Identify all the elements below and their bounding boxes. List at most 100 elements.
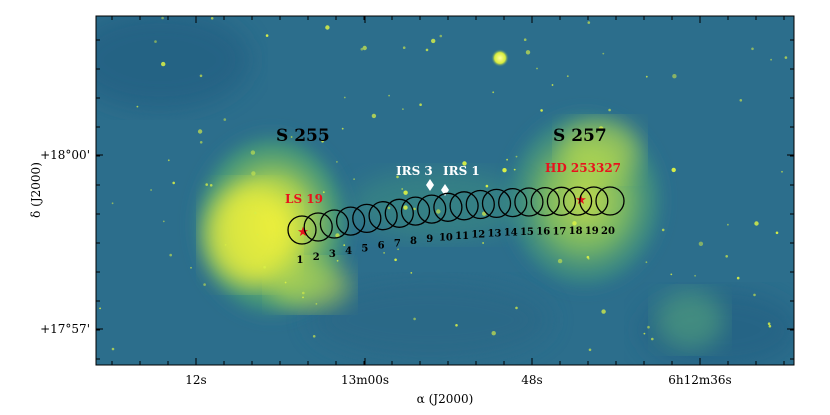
aperture-number: 18 <box>569 226 583 237</box>
field-star <box>515 306 518 310</box>
field-star <box>343 96 346 99</box>
x-tick-label-13m00s: 13m00s <box>341 373 389 387</box>
y-axis-title: δ (J2000) <box>29 162 43 218</box>
aperture-circle <box>417 194 447 224</box>
field-star <box>265 34 269 37</box>
aperture-number: 12 <box>471 230 485 241</box>
field-star <box>661 228 665 232</box>
field-star <box>671 167 676 173</box>
field-star <box>768 324 772 328</box>
x-tick-label-12s: 12s <box>185 373 206 387</box>
field-star <box>485 184 489 188</box>
field-star <box>397 248 399 251</box>
field-star <box>413 317 416 321</box>
field-star <box>455 324 458 327</box>
field-star <box>335 233 340 238</box>
field-star <box>302 296 304 299</box>
aperture-number: 9 <box>426 234 433 245</box>
field-star <box>492 91 495 94</box>
sky-image: ★ ★ 1 2 3 4 5 6 7 8 9 10 11 12 13 14 15 16 17 18 19 20 S 25… <box>96 16 794 365</box>
source-label-hd253327: HD 253327 <box>545 161 621 175</box>
field-star <box>672 74 677 79</box>
aperture-number: 5 <box>361 243 368 254</box>
field-star <box>645 75 648 78</box>
field-star <box>647 325 650 329</box>
field-star <box>698 241 704 246</box>
field-star <box>419 103 422 106</box>
field-star <box>556 189 559 192</box>
aperture-circle <box>287 215 317 245</box>
aperture-circle <box>595 186 625 216</box>
field-star <box>540 109 543 112</box>
aperture-circle <box>433 192 463 222</box>
field-star <box>167 159 170 162</box>
field-star <box>694 274 696 277</box>
y-tick-label-18-00: +18°00' <box>40 148 90 162</box>
aperture-number: 1 <box>297 255 304 266</box>
field-star <box>172 181 175 185</box>
field-star <box>302 291 305 295</box>
aperture-number: 2 <box>313 252 320 263</box>
field-star <box>525 50 531 55</box>
aperture-circle <box>498 187 528 218</box>
field-stars <box>99 16 788 352</box>
field-star <box>413 207 416 211</box>
field-star <box>394 258 397 262</box>
aperture-circle <box>465 189 495 220</box>
field-star <box>523 38 527 41</box>
aperture-number: 14 <box>504 228 518 239</box>
plot-frame <box>95 15 795 366</box>
field-star <box>169 253 172 257</box>
field-star <box>136 105 139 108</box>
aperture-number: 13 <box>488 228 502 239</box>
field-star <box>371 113 377 119</box>
aperture-number: 20 <box>601 226 615 237</box>
field-star <box>224 244 227 246</box>
field-star <box>150 189 153 191</box>
field-star <box>767 322 771 326</box>
field-star <box>251 171 256 176</box>
aperture-circle <box>335 206 366 236</box>
field-star <box>436 209 441 214</box>
nebula-s257 <box>500 105 725 350</box>
field-star <box>739 99 743 102</box>
source-label-irs3: IRS 3 <box>396 164 433 178</box>
field-star <box>513 168 516 171</box>
field-star <box>290 136 293 138</box>
field-star <box>753 293 756 297</box>
field-star <box>190 266 192 269</box>
field-star <box>670 273 673 276</box>
field-star <box>551 84 554 86</box>
aperture-number: 7 <box>394 238 401 249</box>
field-star <box>284 281 287 284</box>
aperture-number: 19 <box>585 226 599 237</box>
field-star <box>256 233 259 236</box>
aperture-circle <box>352 203 382 234</box>
field-star <box>396 175 399 179</box>
star-marker-ls19: ★ <box>297 225 309 240</box>
field-star <box>336 161 338 163</box>
aperture-circle <box>530 186 560 217</box>
field-star <box>781 170 783 173</box>
field-star <box>111 347 115 351</box>
field-star <box>403 205 408 210</box>
field-star <box>775 231 779 235</box>
aperture-circles <box>287 186 625 245</box>
field-star <box>506 158 508 161</box>
field-star <box>99 307 101 310</box>
aperture-circle <box>384 198 414 228</box>
field-star <box>608 108 611 112</box>
field-star <box>586 255 590 259</box>
field-star <box>343 244 346 247</box>
field-star <box>250 150 256 155</box>
field-star <box>209 184 213 187</box>
aperture-number: 11 <box>455 231 469 242</box>
field-star <box>322 191 325 194</box>
field-star <box>431 38 436 44</box>
field-star <box>203 283 206 286</box>
field-star <box>388 94 390 97</box>
star-marker-hd253327: ★ <box>575 193 587 208</box>
field-star <box>223 118 227 121</box>
field-star <box>336 259 339 262</box>
nebula-s255 <box>187 125 357 325</box>
